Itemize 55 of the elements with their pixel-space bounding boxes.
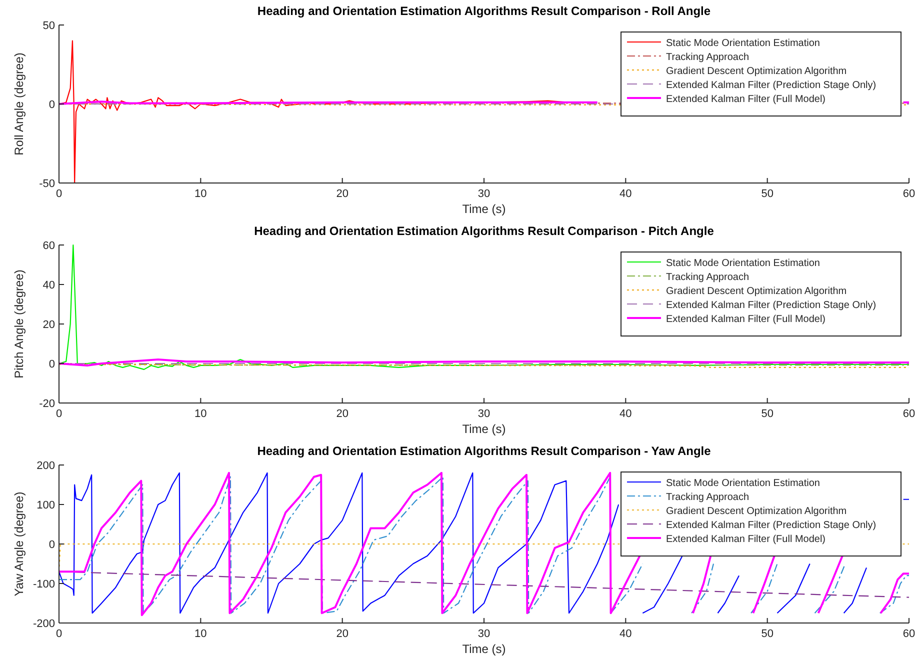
x-tick-label: 50 <box>761 408 774 420</box>
x-axis-title: Time (s) <box>462 422 506 436</box>
x-tick-label: 10 <box>194 408 207 420</box>
y-tick-label: 20 <box>42 319 55 331</box>
y-tick-label: 200 <box>36 460 55 472</box>
x-tick-label: 60 <box>902 408 916 420</box>
x-tick-label: 30 <box>478 408 490 420</box>
y-tick-label: 50 <box>42 20 55 32</box>
legend-label: Gradient Descent Optimization Algorithm <box>666 286 847 297</box>
y-tick-label: 40 <box>42 280 55 292</box>
y-tick-label: -200 <box>32 618 55 630</box>
legend-label: Tracking Approach <box>666 492 750 503</box>
legend-label: Tracking Approach <box>666 52 750 63</box>
x-tick-label: 30 <box>478 628 490 640</box>
legend-label: Static Mode Orientation Estimation <box>666 258 820 269</box>
y-tick-label: -50 <box>39 178 55 190</box>
chart-title: Heading and Orientation Estimation Algorithms Result Comparison - Pitch Angle <box>254 224 714 238</box>
y-tick-label: 100 <box>36 500 55 512</box>
x-tick-label: 40 <box>620 188 632 200</box>
y-tick-label: 0 <box>48 358 55 370</box>
legend-label: Static Mode Orientation Estimation <box>666 478 820 489</box>
y-tick-label: 0 <box>48 539 55 551</box>
x-tick-label: 60 <box>902 188 916 200</box>
chart-title: Heading and Orientation Estimation Algorithms Result Comparison - Yaw Angle <box>257 444 712 458</box>
legend-label: Extended Kalman Filter (Prediction Stage Only) <box>666 300 876 311</box>
x-tick-label: 20 <box>336 408 348 420</box>
x-tick-label: 40 <box>620 408 632 420</box>
y-axis-title: Roll Angle (degree) <box>12 52 26 156</box>
y-axis-title: Yaw Angle (degree) <box>12 492 26 596</box>
x-axis-title: Time (s) <box>462 202 506 216</box>
legend-label: Static Mode Orientation Estimation <box>666 38 820 49</box>
x-tick-label: 20 <box>336 188 348 200</box>
x-tick-label: 30 <box>478 188 490 200</box>
legend-label: Extended Kalman Filter (Full Model) <box>666 534 826 545</box>
legend-label: Gradient Descent Optimization Algorithm <box>666 506 847 517</box>
legend-label: Tracking Approach <box>666 272 750 283</box>
x-tick-label: 40 <box>620 628 632 640</box>
legend-label: Extended Kalman Filter (Prediction Stage Only) <box>666 520 876 531</box>
y-tick-label: 60 <box>42 240 55 252</box>
x-tick-label: 10 <box>194 188 207 200</box>
legend-label: Gradient Descent Optimization Algorithm <box>666 66 847 77</box>
legend-label: Extended Kalman Filter (Prediction Stage Only) <box>666 80 876 91</box>
x-tick-label: 10 <box>194 628 207 640</box>
x-tick-label: 50 <box>761 628 774 640</box>
x-tick-label: 60 <box>902 628 916 640</box>
x-tick-label: 50 <box>761 188 774 200</box>
legend-label: Extended Kalman Filter (Full Model) <box>666 94 826 105</box>
y-tick-label: -20 <box>39 398 55 410</box>
y-tick-label: -100 <box>32 578 55 590</box>
y-axis-title: Pitch Angle (degree) <box>12 270 26 378</box>
x-axis-title: Time (s) <box>462 642 506 656</box>
y-tick-label: 0 <box>48 99 55 111</box>
legend-label: Extended Kalman Filter (Full Model) <box>666 314 826 325</box>
chart-title: Heading and Orientation Estimation Algorithms Result Comparison - Roll Angle <box>257 4 711 18</box>
x-tick-label: 20 <box>336 628 348 640</box>
